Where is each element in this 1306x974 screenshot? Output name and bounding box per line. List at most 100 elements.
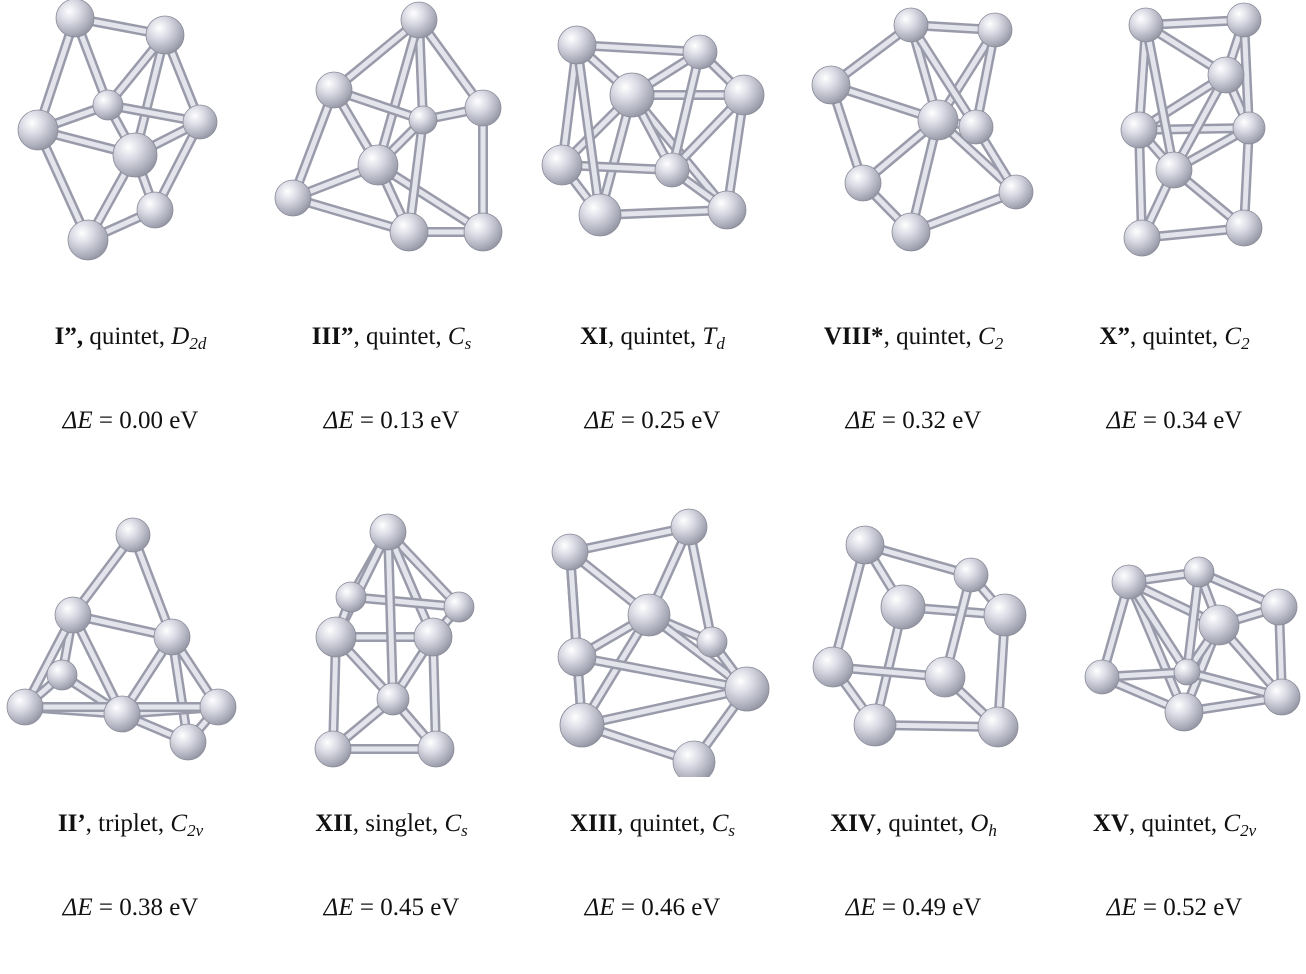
- atom: [845, 525, 885, 565]
- atom: [389, 212, 429, 252]
- atom: [1120, 111, 1158, 149]
- atom: [983, 593, 1027, 637]
- atom: [1207, 56, 1245, 94]
- atom: [1263, 678, 1301, 716]
- cluster-energy: ΔE = 0.00 eV: [62, 407, 199, 434]
- cluster-energy: ΔE = 0.34 eV: [1106, 407, 1243, 434]
- atom: [464, 89, 502, 127]
- bond-highlight: [375, 162, 486, 235]
- atom: [6, 688, 44, 726]
- atom: [998, 174, 1034, 210]
- cluster-label: II’, triplet, C2v: [57, 810, 204, 840]
- atom: [357, 144, 399, 186]
- atom: [1225, 209, 1263, 247]
- atom: [1183, 556, 1215, 588]
- bond-highlight: [290, 87, 337, 201]
- cluster-label: I”, quintet, D2d: [54, 323, 207, 353]
- bond-highlight: [669, 49, 703, 173]
- bond-highlight: [830, 542, 868, 670]
- bond-highlight: [574, 654, 750, 692]
- atom: [707, 190, 747, 230]
- atom: [1198, 604, 1240, 646]
- cluster-structure-6: [6, 517, 237, 761]
- atom: [958, 109, 994, 145]
- atom: [609, 72, 655, 118]
- atom: [103, 695, 141, 733]
- atom: [443, 591, 475, 623]
- atom: [145, 15, 185, 55]
- cluster-energy: ΔE = 0.52 eV: [1106, 894, 1243, 921]
- atom: [682, 34, 718, 70]
- atom: [1173, 658, 1201, 686]
- atom: [670, 508, 708, 546]
- cluster-label: XV, quintet, C2v: [1092, 810, 1257, 840]
- cluster-label: VIII*, quintet, C2: [823, 323, 1004, 353]
- atom: [115, 517, 151, 553]
- atom: [924, 656, 966, 698]
- bond-highlight: [385, 529, 396, 702]
- atom: [182, 104, 218, 140]
- cluster-energy: ΔE = 0.45 eV: [323, 894, 460, 921]
- atom: [315, 616, 357, 658]
- bond-highlight: [908, 22, 979, 130]
- atom: [1111, 564, 1147, 600]
- atom: [557, 25, 597, 65]
- atom: [853, 703, 897, 747]
- atom: [112, 132, 158, 178]
- atom: [1155, 151, 1193, 189]
- cluster-structure-10: [1084, 556, 1301, 732]
- atom: [672, 740, 716, 777]
- atom: [55, 0, 95, 38]
- cluster-panel-4: VIII*, quintet, C2 ΔE = 0.32 eV: [783, 0, 1044, 487]
- bond-highlight: [70, 612, 125, 717]
- cluster-energy: ΔE = 0.46 eV: [584, 894, 721, 921]
- cluster-panel-9: XIV, quintet, Oh ΔE = 0.49 eV: [783, 487, 1044, 974]
- cluster-panel-6: II’, triplet, C2v ΔE = 0.38 eV: [0, 487, 261, 974]
- atom: [880, 584, 926, 630]
- atom: [1226, 2, 1262, 38]
- cluster-panel-1: I”, quintet, D2d ΔE = 0.00 eV: [0, 0, 261, 487]
- bond-highlight: [290, 195, 412, 235]
- atom: [400, 1, 438, 39]
- bond-highlight: [574, 42, 703, 55]
- atom: [724, 666, 770, 712]
- atom: [977, 12, 1013, 48]
- atom: [376, 682, 410, 716]
- atom: [54, 596, 92, 634]
- atom: [314, 730, 352, 768]
- cluster-structure-2: [274, 1, 503, 252]
- atom: [541, 144, 583, 186]
- atom: [723, 74, 765, 116]
- atom: [92, 89, 124, 121]
- atom: [917, 99, 959, 141]
- cluster-label: XIV, quintet, Oh: [830, 810, 997, 840]
- atom: [696, 626, 728, 658]
- bond-highlight: [348, 594, 462, 610]
- atom: [153, 618, 191, 656]
- atom: [844, 164, 882, 202]
- atom: [67, 219, 109, 261]
- cluster-structure-1: [17, 0, 218, 261]
- cluster-energy: ΔE = 0.49 eV: [845, 894, 982, 921]
- atom: [551, 533, 589, 571]
- atom: [893, 7, 929, 43]
- bond-highlight: [574, 42, 603, 218]
- cluster-panel-8: XIII, quintet, Cs ΔE = 0.46 eV: [522, 487, 783, 974]
- bond-highlight: [567, 524, 692, 555]
- cluster-structure-8: [551, 508, 770, 777]
- cluster-panel-5: X”, quintet, C2 ΔE = 0.34 eV: [1044, 0, 1305, 487]
- bond-highlight: [1241, 17, 1252, 131]
- cluster-energy: ΔE = 0.32 eV: [845, 407, 982, 434]
- atom: [557, 637, 597, 677]
- atom: [408, 105, 438, 135]
- atom: [417, 730, 455, 768]
- atom: [413, 617, 453, 657]
- cluster-panel-3: XI, quintet, Td ΔE = 0.25 eV: [522, 0, 783, 487]
- cluster-energy: ΔE = 0.25 eV: [584, 407, 721, 434]
- atom: [136, 191, 174, 229]
- cluster-structure-5: [1120, 2, 1266, 257]
- atom: [17, 109, 59, 151]
- atom: [463, 212, 503, 252]
- atom: [335, 581, 367, 613]
- cluster-structure-7: [314, 513, 475, 768]
